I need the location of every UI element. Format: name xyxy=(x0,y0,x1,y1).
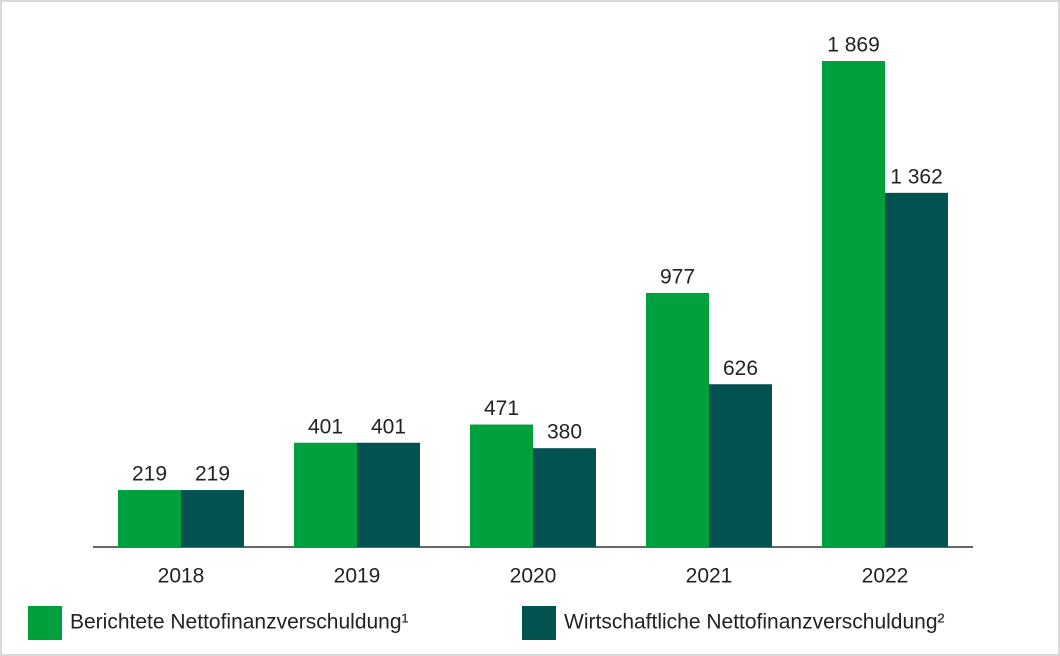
legend-swatch xyxy=(28,606,62,640)
value-label: 977 xyxy=(660,265,695,288)
value-label: 219 xyxy=(195,463,230,486)
x-tick-label: 2022 xyxy=(862,565,909,588)
bar xyxy=(646,292,709,547)
bar xyxy=(118,490,181,547)
legend-label: Wirtschaftliche Nettofinanzverschuldung² xyxy=(564,611,945,634)
bar xyxy=(294,442,357,547)
bar xyxy=(533,448,596,547)
bar xyxy=(181,490,244,547)
value-label: 380 xyxy=(547,421,582,444)
value-label: 401 xyxy=(308,415,343,438)
bar xyxy=(885,192,948,547)
legend-swatch xyxy=(522,606,556,640)
bar xyxy=(357,442,420,547)
x-tick-label: 2021 xyxy=(686,565,733,588)
legend-label: Berichtete Nettofinanzverschuldung¹ xyxy=(70,611,409,634)
x-tick-label: 2018 xyxy=(158,565,205,588)
value-label: 1 362 xyxy=(890,165,943,188)
bar xyxy=(822,61,885,547)
x-tick-label: 2020 xyxy=(510,565,557,588)
value-label: 626 xyxy=(723,357,758,380)
value-label: 219 xyxy=(132,463,167,486)
value-label: 1 869 xyxy=(827,34,880,57)
value-label: 471 xyxy=(484,397,519,420)
bar xyxy=(470,424,533,547)
bar xyxy=(709,384,772,547)
x-tick-label: 2019 xyxy=(334,565,381,588)
value-label: 401 xyxy=(371,415,406,438)
